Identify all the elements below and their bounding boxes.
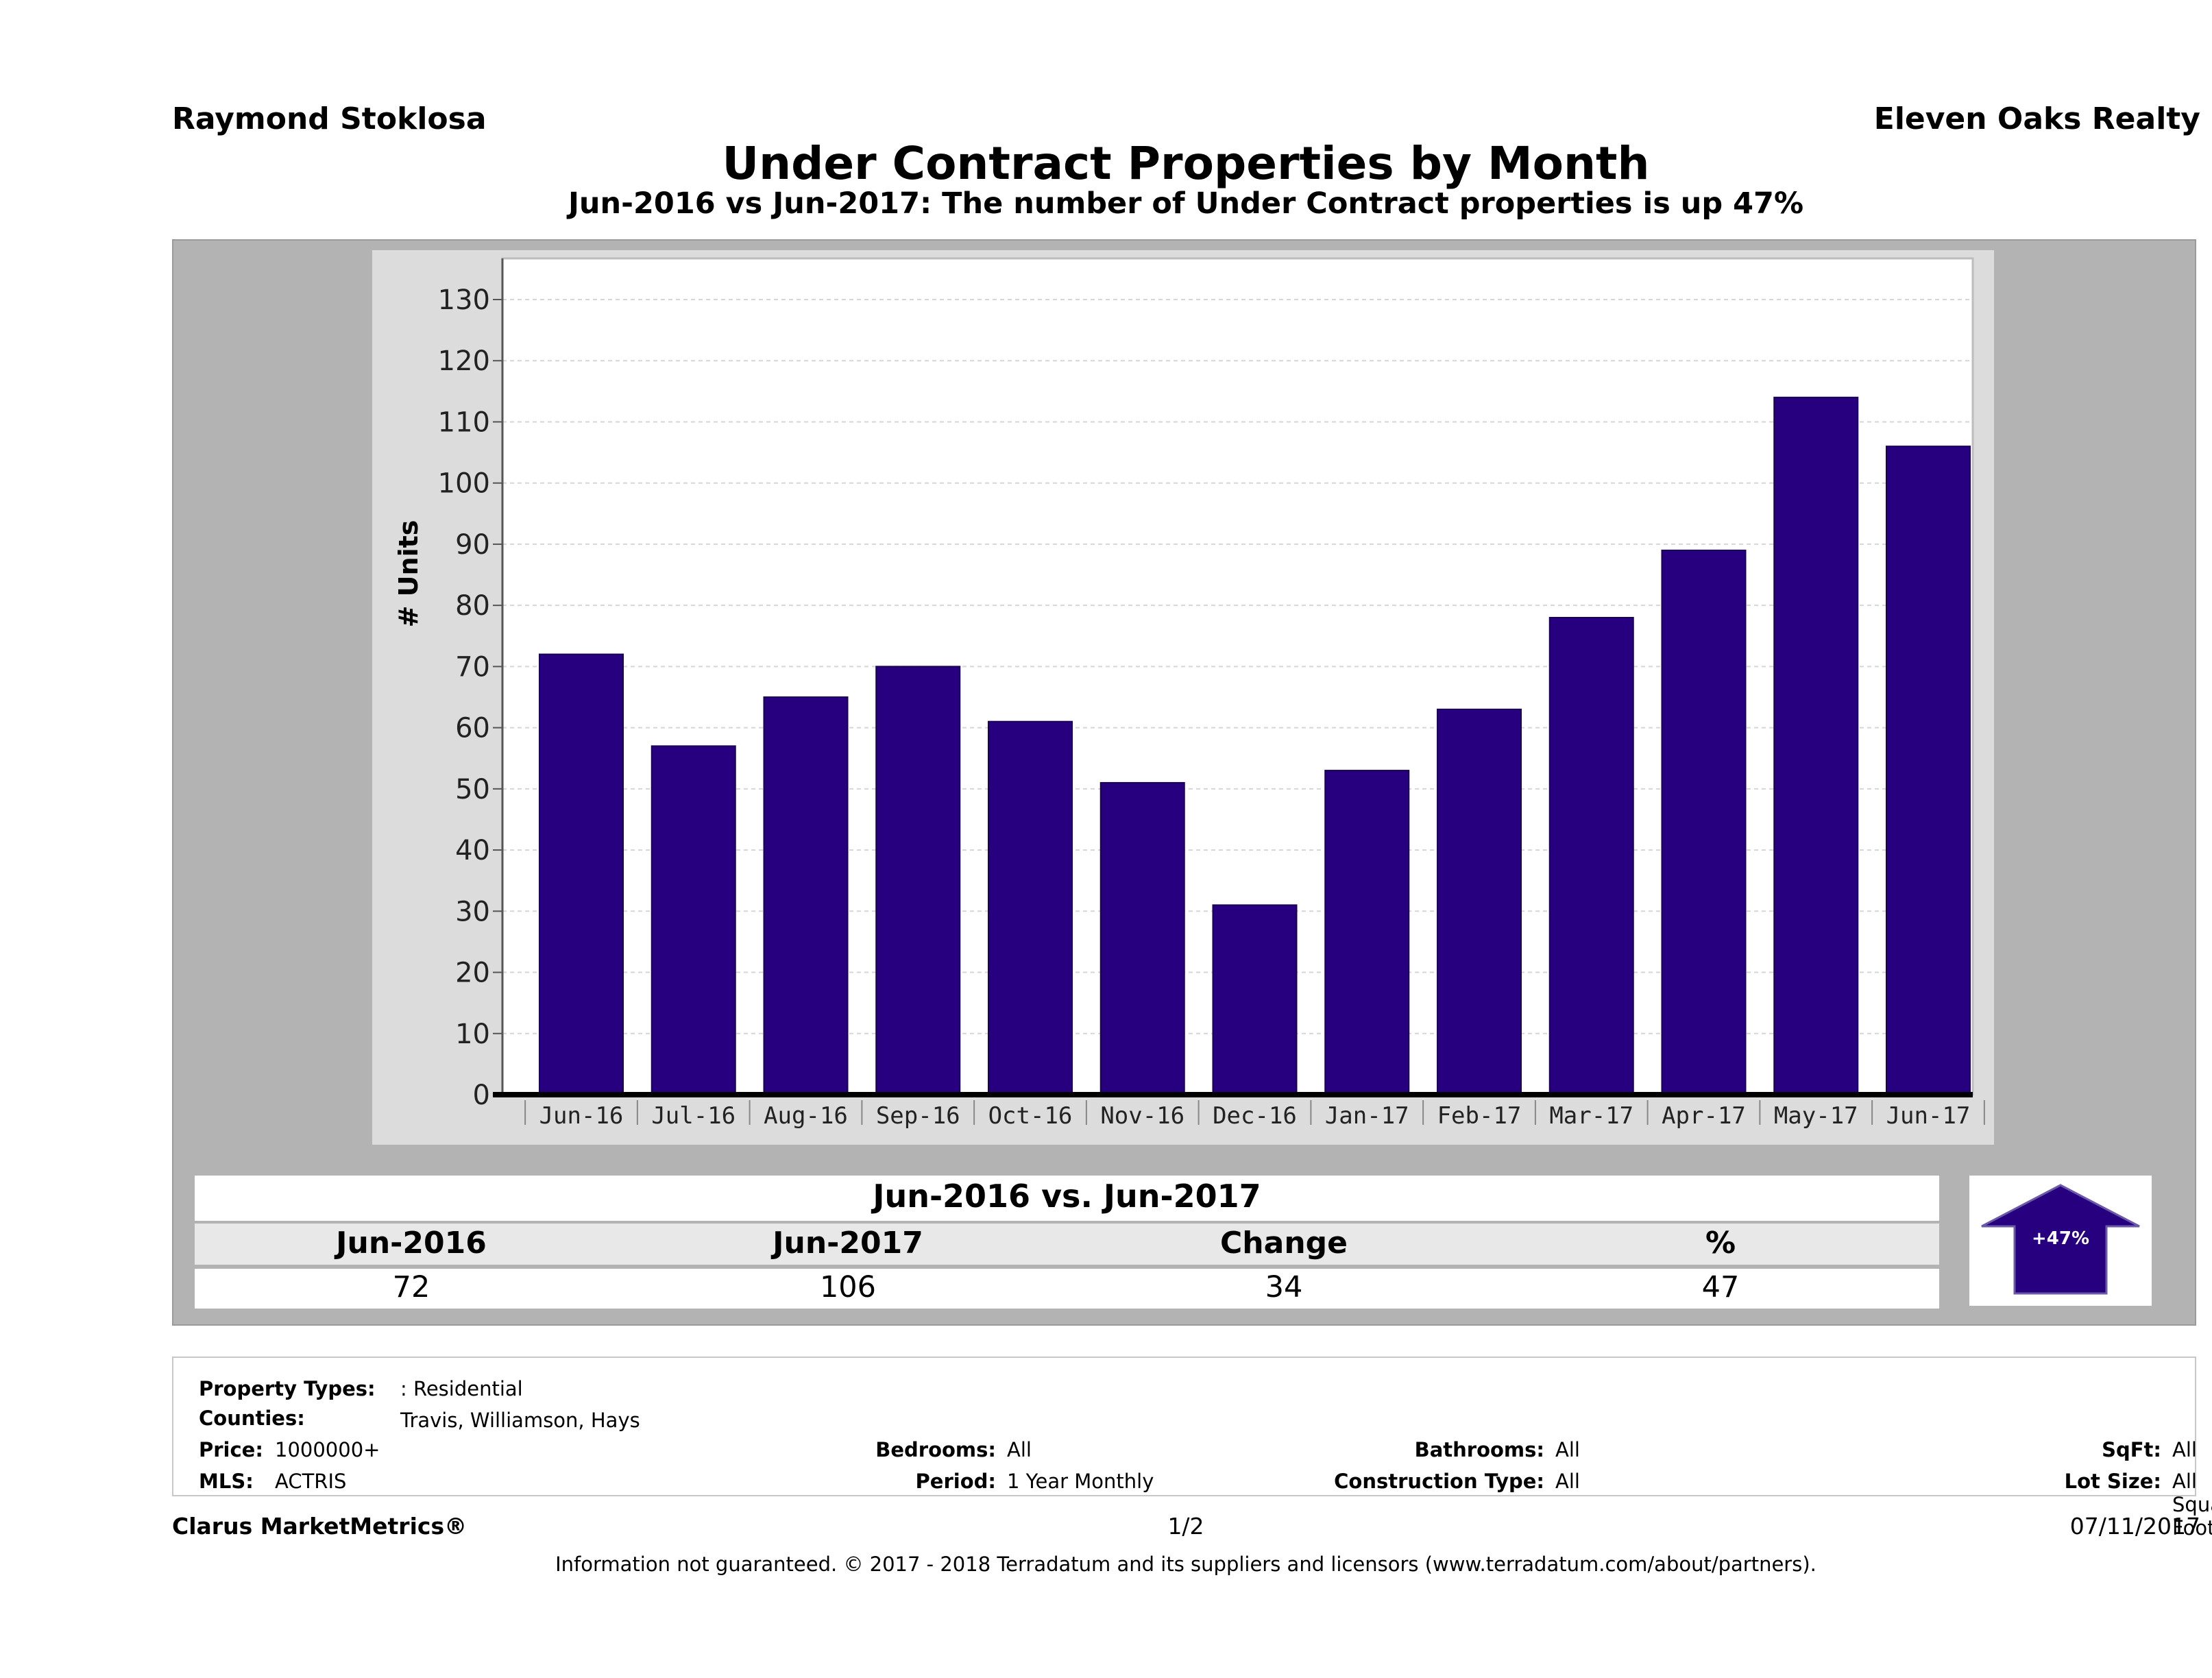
- summary-value-jun-2017: 106: [819, 1270, 877, 1304]
- summary-value-percent: 47: [1701, 1270, 1740, 1304]
- price-label: Price:: [199, 1438, 263, 1461]
- x-tick-label: May-17: [1774, 1102, 1858, 1130]
- summary-value-row: [195, 1269, 1939, 1309]
- y-tick-label: 80: [455, 590, 490, 622]
- x-tick-label: Nov-16: [1100, 1102, 1184, 1130]
- summary-header-jun-2017: Jun-2017: [773, 1226, 923, 1261]
- bar: [1324, 770, 1410, 1095]
- counties-value: Travis, Williamson, Hays: [400, 1409, 640, 1432]
- summary-header-row: [195, 1224, 1939, 1265]
- bar: [1773, 396, 1859, 1095]
- property-types-label: Property Types:: [199, 1377, 376, 1400]
- x-tick-label: Feb-17: [1437, 1102, 1522, 1130]
- y-tick-label: 130: [438, 284, 490, 316]
- y-tick-label: 120: [438, 345, 490, 377]
- x-tick-label: Dec-16: [1213, 1102, 1297, 1130]
- period-label: Period:: [915, 1470, 996, 1493]
- x-tick-label: Aug-16: [764, 1102, 848, 1130]
- x-tick-label: Jun-17: [1886, 1102, 1971, 1130]
- sqft-value: All: [2172, 1438, 2197, 1461]
- bar: [1886, 446, 1971, 1095]
- bar: [1437, 708, 1522, 1095]
- y-tick-label: 50: [455, 774, 490, 805]
- bedrooms-value: All: [1007, 1438, 1032, 1461]
- mls-label: MLS:: [199, 1470, 254, 1493]
- x-tick-label: Jun-16: [539, 1102, 624, 1130]
- summary-value-change: 34: [1265, 1270, 1303, 1304]
- y-tick-label: 20: [455, 958, 490, 989]
- y-tick-label: 40: [455, 835, 490, 866]
- construction-type-value: All: [1555, 1470, 1580, 1493]
- summary-header-percent: %: [1705, 1226, 1736, 1261]
- bar-chart: 0 10 20 30 40 50 60 70 80 90 100 110 120 130 Jun-16 Jul…: [393, 257, 1985, 1130]
- y-tick-label: 60: [455, 713, 490, 744]
- bar: [1548, 617, 1634, 1095]
- x-tick-label: Sep-16: [876, 1102, 960, 1130]
- bar: [875, 666, 961, 1095]
- y-tick-label: 110: [438, 406, 490, 438]
- x-tick-label: Apr-17: [1662, 1102, 1746, 1130]
- footer-brand: Clarus MarketMetrics®: [172, 1513, 467, 1540]
- bar: [1212, 904, 1298, 1096]
- y-tick-label: 10: [455, 1019, 490, 1050]
- page-number: 1/2: [1167, 1513, 1204, 1540]
- counties-label: Counties:: [199, 1407, 305, 1430]
- y-tick-label: 100: [438, 468, 490, 500]
- change-badge-label: +47%: [2031, 1228, 2090, 1249]
- y-axis-label: # Units: [393, 520, 424, 628]
- y-tick-label: 70: [455, 651, 490, 683]
- summary-title-bar: [195, 1176, 1939, 1221]
- report-date: 07/11/2017: [2069, 1513, 2200, 1540]
- period-value: 1 Year Monthly: [1007, 1470, 1154, 1493]
- x-tick-label: Jan-17: [1325, 1102, 1409, 1130]
- summary-header-change: Change: [1220, 1226, 1348, 1261]
- sqft-label: SqFt:: [2102, 1438, 2161, 1461]
- mls-value: ACTRIS: [275, 1470, 347, 1493]
- price-value: 1000000+: [275, 1438, 380, 1461]
- disclaimer: Information not guaranteed. © 2017 - 201…: [555, 1553, 1816, 1576]
- bar: [539, 653, 624, 1095]
- bar: [763, 696, 849, 1095]
- x-tick-label: Oct-16: [988, 1102, 1073, 1130]
- lot-size-label: Lot Size:: [2064, 1470, 2161, 1493]
- up-arrow-icon: [1981, 1184, 2140, 1295]
- y-tick-label: 30: [455, 896, 490, 927]
- x-tick-label: Jul-16: [651, 1102, 736, 1130]
- summary-title: Jun-2016 vs. Jun-2017: [873, 1178, 1261, 1215]
- brokerage-name: Eleven Oaks Realty: [1873, 101, 2200, 136]
- change-badge: [1969, 1176, 2152, 1306]
- bar: [1661, 549, 1747, 1096]
- chart-panel: 0 10 20 30 40 50 60 70 80 90 100 110 120 130 Jun-16 Jul…: [372, 250, 1994, 1145]
- chart-title: Under Contract Properties by Month: [722, 137, 1650, 190]
- x-tick-label: Mar-17: [1549, 1102, 1633, 1130]
- bathrooms-value: All: [1555, 1438, 1580, 1461]
- summary-value-jun-2016: 72: [392, 1270, 430, 1304]
- bar: [1099, 781, 1185, 1096]
- bar: [988, 720, 1073, 1095]
- summary-header-jun-2016: Jun-2016: [336, 1226, 487, 1261]
- construction-type-label: Construction Type:: [1334, 1470, 1544, 1493]
- agent-name: Raymond Stoklosa: [172, 101, 487, 136]
- property-types-value: : Residential: [400, 1377, 523, 1400]
- y-tick-label: 0: [473, 1080, 490, 1111]
- lot-size-value: All Square Footage: [2172, 1470, 2212, 1540]
- chart-subtitle: Jun-2016 vs Jun-2017: The number of Unde…: [568, 186, 1804, 221]
- bedrooms-label: Bedrooms:: [875, 1438, 996, 1461]
- bar: [651, 745, 736, 1096]
- bathrooms-label: Bathrooms:: [1414, 1438, 1544, 1461]
- search-criteria: Property Types: : Residential Counties: …: [172, 1357, 2212, 1540]
- y-tick-label: 90: [455, 529, 490, 561]
